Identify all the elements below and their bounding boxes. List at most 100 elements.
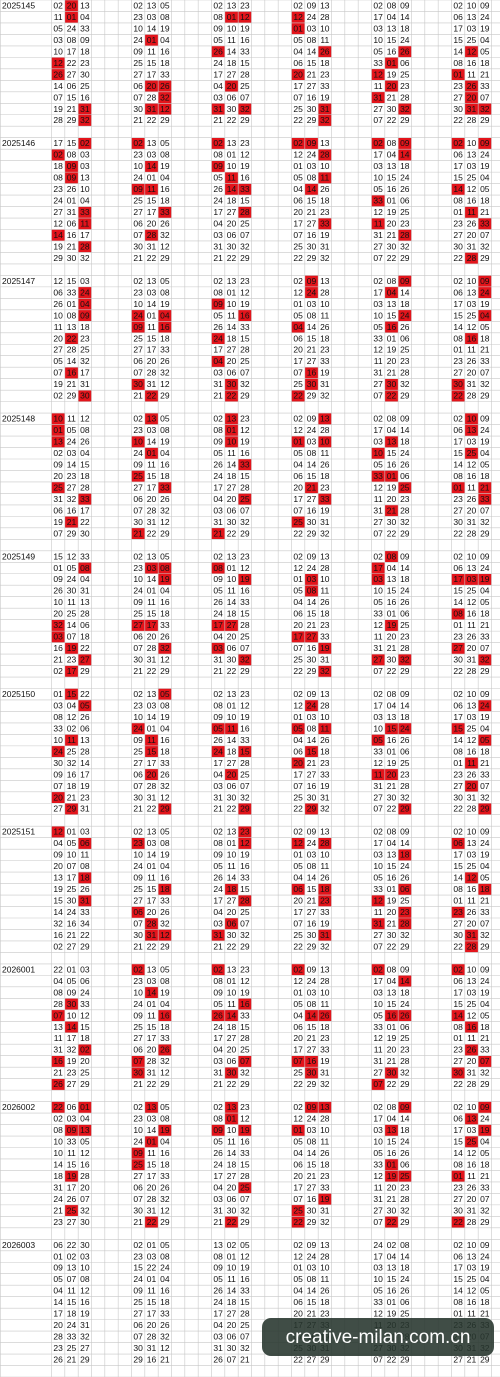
number-cell: 18: [400, 574, 410, 584]
number-cell: 23: [453, 1182, 463, 1192]
highlight-cell: [478, 883, 492, 896]
number-cell: 13: [147, 1102, 157, 1112]
number-cell: 25: [133, 196, 143, 206]
number-cell: 26: [320, 1286, 330, 1296]
number-cell: 09: [133, 1010, 143, 1020]
highlight-cell: [384, 321, 399, 333]
number-cell: 29: [240, 1079, 250, 1089]
number-cell: 14: [147, 574, 157, 584]
number-cell: 28: [147, 1194, 157, 1204]
number-cell: 18: [80, 471, 90, 481]
number-cell: 24: [53, 196, 63, 206]
number-cell: 18: [400, 850, 410, 860]
number-cell: 25: [400, 345, 410, 355]
number-cell: 30: [453, 517, 463, 527]
number-cell: 17: [147, 482, 157, 492]
highlight-cell: [384, 1009, 399, 1022]
number-cell: 31: [467, 379, 477, 389]
number-cell: 07: [373, 391, 383, 401]
highlight-cell: [451, 1216, 465, 1228]
number-cell: 27: [453, 918, 463, 928]
number-cell: 22: [227, 804, 237, 814]
number-cell: 05: [213, 861, 223, 871]
number-cell: 31: [467, 655, 477, 665]
number-cell: 11: [80, 219, 89, 229]
number-cell: 28: [400, 230, 410, 240]
number-cell: 15: [387, 310, 397, 320]
number-cell: 13: [53, 437, 63, 447]
number-cell: 26: [53, 586, 63, 596]
number-cell: 21: [480, 345, 490, 355]
number-cell: 30: [133, 241, 143, 251]
number-cell: 20: [53, 792, 63, 802]
number-cell: 06: [453, 1114, 463, 1124]
number-cell: 32: [400, 655, 410, 665]
number-cell: 07: [373, 1355, 383, 1365]
highlight-cell: [211, 963, 225, 976]
number-cell: 28: [467, 1217, 477, 1227]
number-cell: 04: [293, 597, 303, 607]
number-cell: 26: [213, 597, 223, 607]
number-cell: 28: [320, 12, 330, 22]
number-cell: 10: [320, 712, 330, 722]
number-cell: 24: [53, 1194, 63, 1204]
number-cell: 03: [373, 574, 383, 584]
number-cell: 08: [307, 586, 317, 596]
number-cell: 23: [400, 219, 410, 229]
number-cell: 23: [320, 896, 330, 906]
number-cell: 24: [160, 1263, 170, 1273]
highlight-cell: [51, 1009, 65, 1022]
number-cell: 15: [147, 1297, 157, 1307]
number-cell: 06: [400, 1159, 410, 1169]
number-cell: 32: [53, 918, 63, 928]
number-cell: 04: [480, 999, 490, 1009]
number-cell: 01: [387, 333, 397, 343]
highlight-cell: [304, 631, 319, 643]
number-cell: 08: [213, 1251, 223, 1261]
number-cell: 04: [293, 1148, 303, 1158]
number-cell: 13: [320, 138, 330, 148]
number-cell: 01: [67, 12, 77, 22]
number-cell: 15: [67, 1297, 77, 1307]
number-cell: 07: [53, 92, 63, 102]
number-cell: 27: [307, 1045, 317, 1055]
number-cell: 25: [293, 1068, 303, 1078]
number-cell: 07: [240, 781, 250, 791]
number-cell: 08: [387, 276, 397, 286]
number-cell: 02: [293, 138, 303, 148]
number-cell: 25: [400, 1309, 410, 1319]
number-cell: 09: [307, 551, 317, 561]
number-cell: 10: [227, 987, 237, 997]
number-cell: 17: [453, 299, 463, 309]
highlight-cell: [318, 895, 332, 907]
number-cell: 08: [53, 712, 63, 722]
number-cell: 08: [387, 964, 397, 974]
number-cell: 03: [467, 299, 477, 309]
number-cell: 18: [227, 1297, 237, 1307]
number-cell: 29: [480, 391, 490, 401]
number-cell: 13: [320, 1102, 330, 1112]
number-cell: 08: [387, 138, 397, 148]
number-cell: 29: [53, 253, 63, 263]
number-cell: 12: [373, 207, 383, 217]
number-cell: 12: [160, 104, 170, 114]
number-cell: 19: [240, 574, 250, 584]
number-cell: 33: [480, 494, 490, 504]
number-cell: 13: [387, 1125, 397, 1135]
highlight-cell: [238, 183, 252, 196]
number-cell: 05: [160, 689, 170, 699]
number-cell: 19: [67, 643, 77, 653]
number-cell: 16: [53, 1056, 63, 1066]
number-cell: 07: [67, 861, 77, 871]
number-cell: 08: [453, 471, 463, 481]
number-cell: 03: [373, 850, 383, 860]
highlight-cell: [398, 229, 412, 241]
number-cell: 19: [320, 92, 330, 102]
number-cell: 02: [373, 414, 383, 424]
number-cell: 32: [160, 918, 170, 928]
number-cell: 31: [147, 517, 157, 527]
highlight-cell: [291, 22, 305, 35]
number-cell: 23: [53, 1217, 63, 1227]
highlight-cell: [64, 332, 79, 345]
number-cell: 08: [453, 746, 463, 756]
